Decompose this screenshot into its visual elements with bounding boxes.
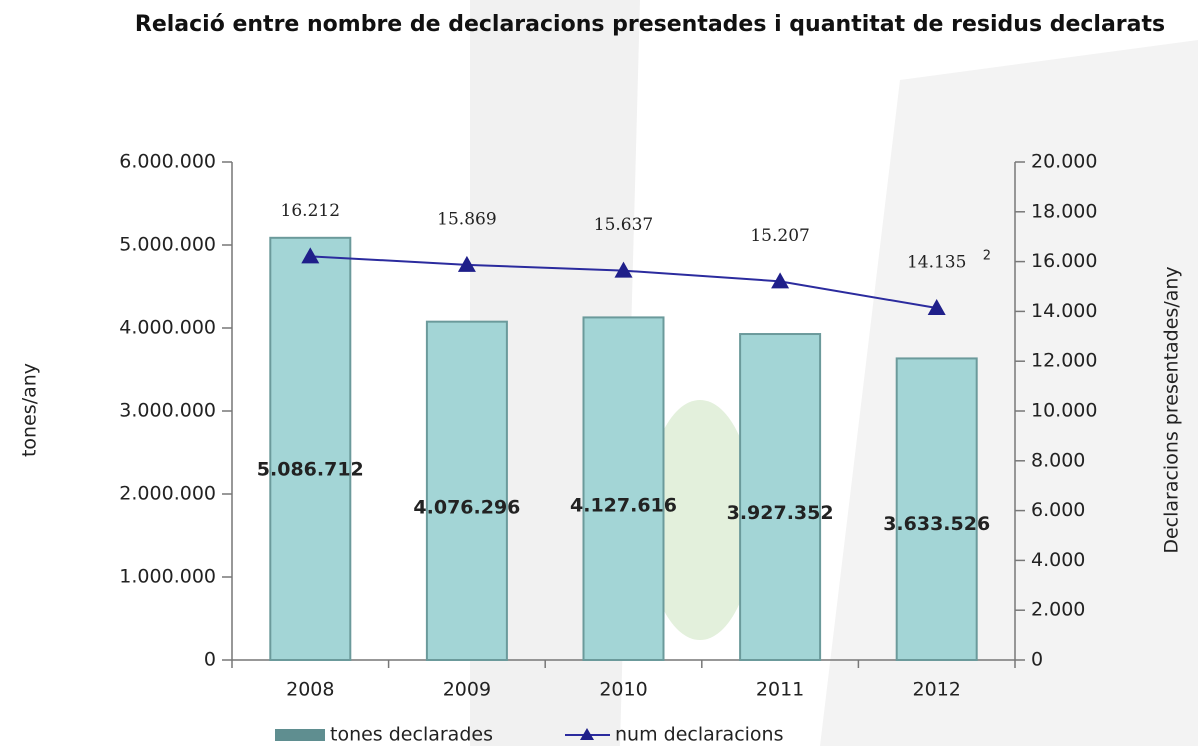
- bar: [739, 333, 822, 661]
- y-tick-label: 4.000.000: [119, 317, 216, 339]
- y2-tick-label: 12.000: [1031, 350, 1097, 372]
- y2-tick-label: 16.000: [1031, 250, 1097, 272]
- line-value-label: 15.207: [750, 226, 809, 246]
- y2-tick-label: 0: [1031, 649, 1043, 671]
- legend-swatch: [275, 729, 325, 741]
- bar-value-label: 3.927.352: [727, 502, 834, 524]
- bar-value-label: 4.076.296: [413, 496, 520, 518]
- bar-value-label: 5.086.712: [257, 459, 364, 481]
- line-marker: [771, 272, 790, 289]
- y-tick-label: 5.000.000: [119, 234, 216, 256]
- y-tick-label: 2.000.000: [119, 483, 216, 505]
- y2-tick-label: 6.000: [1031, 499, 1085, 521]
- bar: [269, 236, 352, 661]
- line-marker: [457, 255, 476, 272]
- legend-marker: [580, 728, 594, 740]
- y-tick-label: 3.000.000: [119, 400, 216, 422]
- x-tick-label: 2010: [599, 679, 647, 701]
- line-value-label: 16.212: [281, 201, 340, 221]
- bar: [582, 316, 665, 661]
- chart-title: Relació entre nombre de declaracions pre…: [134, 12, 1166, 37]
- x-tick-label: 2012: [913, 679, 961, 701]
- bar: [425, 320, 508, 661]
- y2-tick-label: 20.000: [1031, 151, 1097, 173]
- line-marker: [614, 261, 633, 278]
- line-value-label: 14.135: [907, 253, 966, 273]
- y2-tick-label: 14.000: [1031, 300, 1097, 322]
- legend-label: num declaracions: [615, 724, 784, 746]
- y2-tick-label: 8.000: [1031, 449, 1085, 471]
- x-tick-label: 2009: [443, 679, 491, 701]
- y-tick-label: 1.000.000: [119, 566, 216, 588]
- bar: [895, 357, 978, 661]
- background-shape: [645, 400, 755, 640]
- line-value-label: 15.637: [594, 215, 653, 235]
- y2-tick-label: 2.000: [1031, 599, 1085, 621]
- line-marker: [301, 247, 320, 264]
- background-shape: [820, 40, 1198, 746]
- annotation: 2: [983, 249, 991, 264]
- x-tick-label: 2011: [756, 679, 804, 701]
- bar-value-label: 3.633.526: [883, 513, 990, 535]
- y2-axis-label: Declaracions presentades/any: [1161, 266, 1183, 553]
- x-tick-label: 2008: [286, 679, 334, 701]
- y-axis-label: tones/any: [19, 363, 41, 457]
- y2-tick-label: 10.000: [1031, 400, 1097, 422]
- y-tick-label: 6.000.000: [119, 151, 216, 173]
- line-marker: [927, 299, 946, 316]
- bar-value-label: 4.127.616: [570, 494, 677, 516]
- y2-tick-label: 18.000: [1031, 200, 1097, 222]
- y-tick-label: 0: [204, 649, 216, 671]
- y2-tick-label: 4.000: [1031, 549, 1085, 571]
- line-value-label: 15.869: [437, 209, 496, 229]
- legend-label: tones declarades: [330, 724, 493, 746]
